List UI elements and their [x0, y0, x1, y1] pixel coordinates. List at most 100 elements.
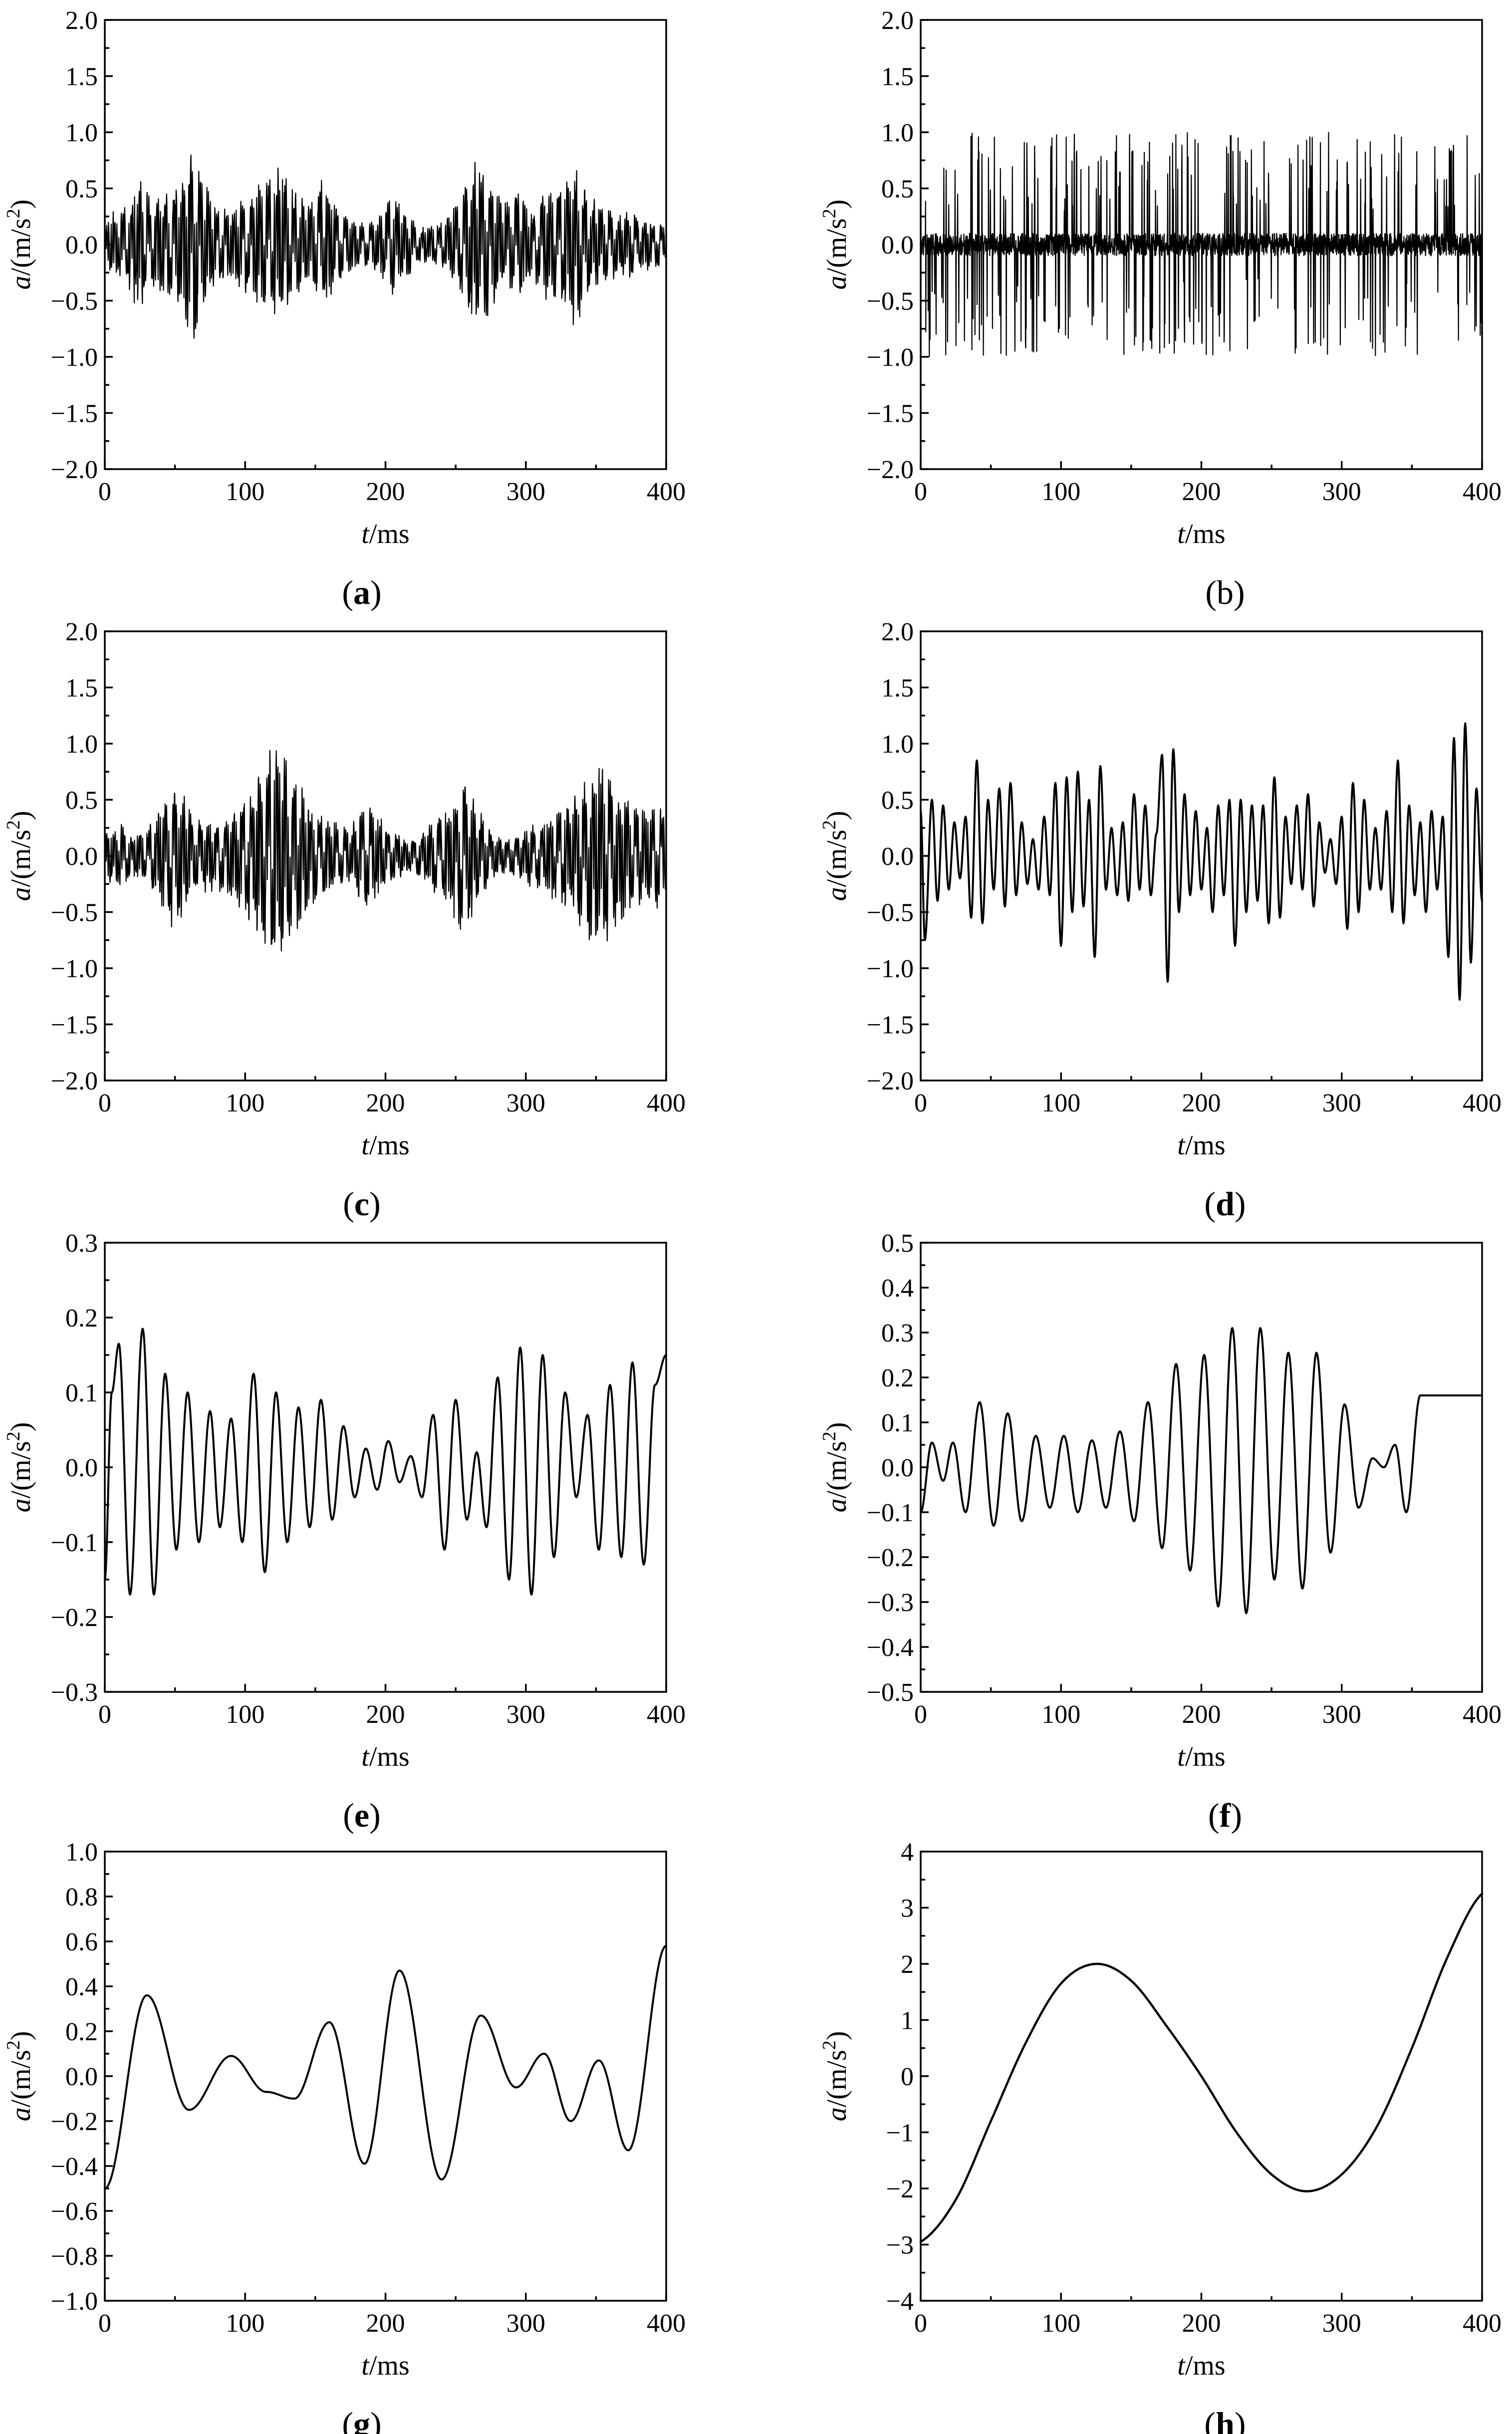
y-tick-label: −0.4 [51, 2153, 98, 2181]
y-tick-label: 0.2 [65, 1304, 98, 1333]
y-axis-title: a/(m/s2) [3, 2031, 36, 2122]
y-tick-label: −1.0 [51, 343, 98, 372]
y-tick-label: 1.0 [881, 730, 914, 759]
y-tick-label: 0.2 [65, 2018, 98, 2046]
y-tick-label: −0.2 [51, 2108, 98, 2136]
panel-e: 0 100 200 300 400 −0.3 −0.2 −0.1 0.0 0.1 0.2 0.3 t/m… [3, 1229, 686, 1834]
panel-f: 0 100 200 300 400 −0.5 −0.4 −0.3 −0.2 −0.1 0.0 0.1 0… [819, 1229, 1502, 1834]
y-tick-label: −0.2 [51, 1604, 98, 1632]
y-tick-label: 1.0 [881, 119, 914, 147]
y-tick-label: 1.0 [65, 119, 98, 147]
y-tick-label: −0.4 [867, 1633, 914, 1662]
x-tick-label: 200 [366, 2309, 405, 2338]
y-tick-label: 0.5 [881, 787, 914, 815]
y-tick-label: 0.0 [881, 842, 914, 871]
x-tick-label: 100 [226, 478, 264, 506]
y-tick-label: 0.1 [881, 1409, 914, 1437]
x-tick-label: 300 [506, 478, 545, 506]
y-tick-label: −0.6 [51, 2197, 98, 2226]
y-tick-label: −1.0 [867, 955, 914, 983]
panel-g: 0 100 200 300 400 −1.0 −0.8 −0.6 −0.4 −0.2 0.0 0.2 0… [3, 1838, 686, 2434]
panel-d: 0 100 200 300 400 −2.0 −1.5 −1.0 −0.5 0.0 0.5 1.0 1.… [819, 618, 1502, 1223]
y-tick-label: −0.8 [51, 2242, 98, 2271]
y-tick-label: −3 [886, 2231, 914, 2260]
y-tick-label: −2.0 [51, 456, 98, 484]
x-tick-label: 0 [914, 2309, 927, 2338]
x-tick-label: 100 [1041, 478, 1080, 506]
y-tick-label: 2.0 [881, 618, 914, 646]
panel-a: 0 100 200 300 400 −2.0 −1.5 −1.0 −0.5 0.0 0.5 1.0 1.… [3, 6, 686, 611]
x-tick-label: 300 [506, 1700, 545, 1729]
x-tick-label: 300 [1322, 2309, 1361, 2338]
x-axis-title: t/ms [1177, 519, 1225, 549]
y-tick-label: −2.0 [51, 1067, 98, 1095]
panel-label: (f) [1208, 1796, 1242, 1834]
y-tick-label: −0.2 [867, 1544, 914, 1572]
y-tick-label: 2 [901, 1950, 914, 1979]
x-tick-label: 0 [98, 1089, 111, 1117]
x-axis-title: t/ms [361, 2350, 409, 2381]
y-tick-label: 0.0 [65, 842, 98, 871]
y-tick-label: 0 [901, 2063, 914, 2091]
x-tick-label: 200 [1182, 1089, 1221, 1117]
y-tick-label: 0.4 [881, 1274, 914, 1303]
y-tick-label: −2.0 [867, 456, 914, 484]
x-tick-label: 100 [1041, 2309, 1080, 2338]
y-tick-label: 3 [901, 1894, 914, 1923]
y-tick-label: 0.0 [65, 231, 98, 260]
x-tick-label: 100 [226, 1700, 264, 1729]
y-tick-label: −1.5 [867, 1011, 914, 1040]
y-tick-label: 0.0 [881, 1454, 914, 1482]
y-tick-label: −0.3 [51, 1678, 98, 1707]
y-tick-label: 1.5 [65, 674, 98, 703]
y-tick-label: 1.5 [65, 63, 98, 91]
y-tick-label: 0.4 [65, 1973, 98, 2001]
panel-label: (a) [342, 573, 381, 611]
y-tick-label: −0.5 [867, 1678, 914, 1707]
x-tick-label: 200 [1182, 478, 1221, 506]
series-line [920, 1327, 1483, 1615]
x-axis-title: t/ms [361, 1130, 409, 1161]
x-tick-label: 300 [1322, 1700, 1361, 1729]
y-tick-label: 0.6 [65, 1928, 98, 1956]
x-tick-label: 0 [98, 1700, 111, 1729]
y-tick-label: 0.0 [65, 1454, 98, 1482]
y-tick-label: 2.0 [881, 6, 914, 35]
x-tick-label: 200 [366, 1089, 405, 1117]
x-tick-label: 400 [1463, 1089, 1502, 1117]
x-tick-label: 300 [1322, 478, 1361, 506]
panel-label: (h) [1204, 2405, 1246, 2434]
plot-frame [920, 630, 1483, 1082]
series-line [920, 132, 1483, 357]
y-tick-label: −1.5 [51, 400, 98, 428]
y-tick-label: 4 [901, 1838, 914, 1867]
y-tick-label: 2.0 [65, 6, 98, 35]
x-tick-label: 400 [647, 1700, 686, 1729]
panel-c: 0 100 200 300 400 −2.0 −1.5 −1.0 −0.5 0.0 0.5 1.0 1.… [3, 618, 686, 1223]
x-tick-label: 200 [1182, 2309, 1221, 2338]
x-tick-label: 400 [647, 1089, 686, 1117]
y-tick-label: −0.1 [51, 1529, 98, 1557]
y-tick-label: −0.5 [51, 287, 98, 316]
y-tick-label: −1.5 [867, 400, 914, 428]
x-tick-label: 100 [1041, 1089, 1080, 1117]
y-tick-label: 1.5 [881, 674, 914, 703]
y-tick-label: 2.0 [65, 618, 98, 646]
y-tick-label: 1.0 [65, 1838, 98, 1867]
y-tick-label: −2.0 [867, 1067, 914, 1095]
x-tick-label: 300 [506, 1089, 545, 1117]
x-tick-label: 400 [1463, 1700, 1502, 1729]
y-tick-label: −0.3 [867, 1589, 914, 1617]
x-tick-label: 100 [1041, 1700, 1080, 1729]
x-tick-label: 100 [226, 1089, 264, 1117]
x-tick-label: 400 [647, 2309, 686, 2338]
y-tick-label: 0.5 [65, 787, 98, 815]
y-tick-label: 0.5 [881, 175, 914, 204]
plot-frame [104, 1851, 667, 2302]
x-tick-label: 100 [226, 2309, 264, 2338]
y-axis-title: a/(m/s2) [819, 811, 852, 901]
y-tick-label: 0.5 [881, 1229, 914, 1258]
x-tick-label: 0 [98, 478, 111, 506]
x-tick-label: 0 [98, 2309, 111, 2338]
y-axis-title: a/(m/s2) [819, 200, 852, 290]
